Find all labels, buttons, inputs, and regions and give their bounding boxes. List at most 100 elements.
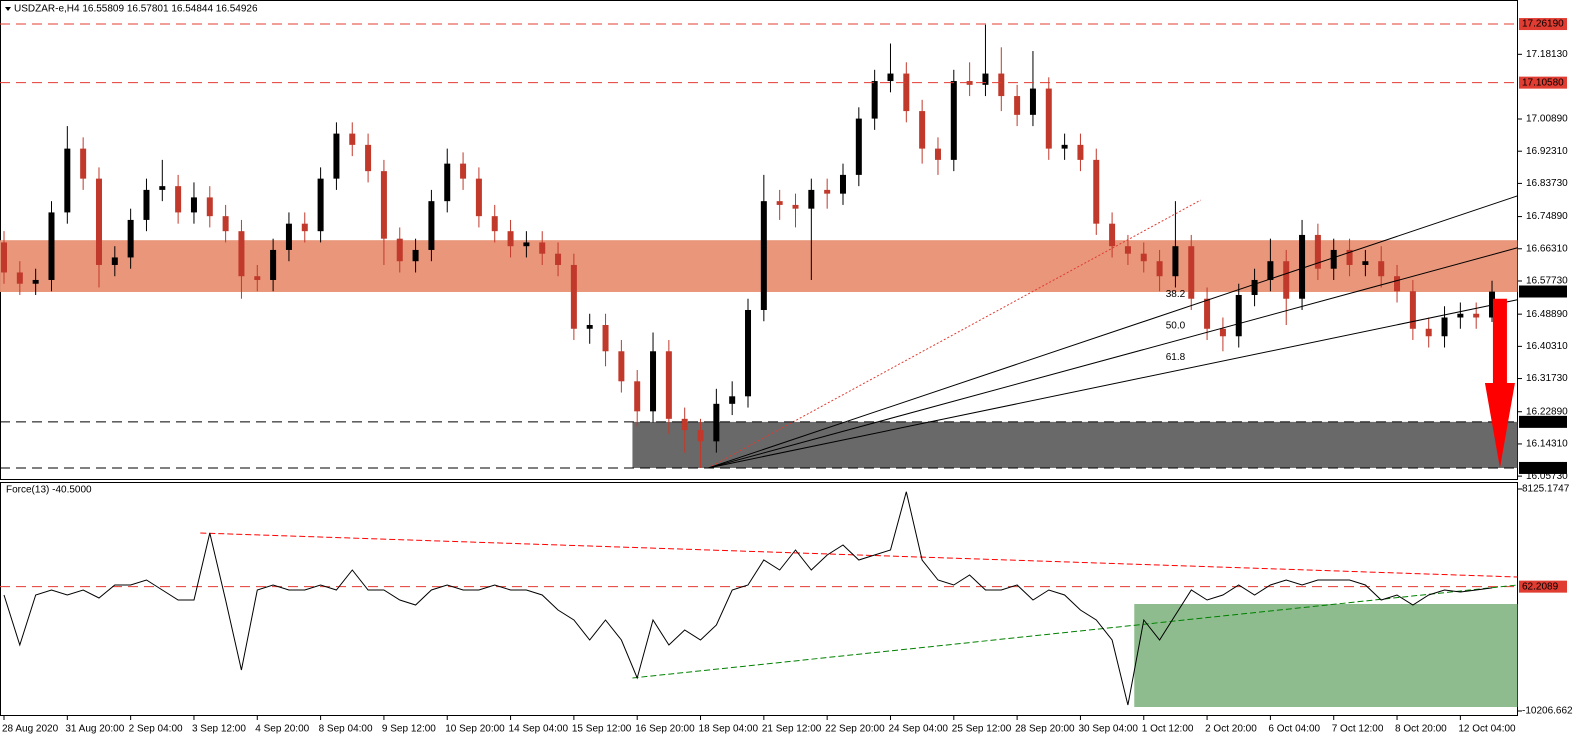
candle-body [1473,313,1480,318]
candle-body [1156,261,1163,277]
candle-body [95,178,102,265]
fan-line [708,299,1519,469]
candle-body [871,81,878,119]
candle-body [1124,246,1131,254]
x-tick-label: 3 Sep 12:00 [192,724,246,735]
candle-body [1093,159,1100,224]
candle-body [491,216,498,232]
price-tag-label: 62.2089 [1522,581,1559,592]
candle-body [792,204,799,209]
candle-body [190,197,197,213]
zone [632,421,1518,468]
candle-body [839,174,846,194]
x-tick-label: 21 Sep 12:00 [762,724,822,735]
candle-body [317,178,324,232]
candle-body [365,144,372,172]
candle-body [507,231,514,247]
candle-body [16,272,23,284]
main-frame [0,0,1518,480]
candle-body [1362,261,1369,265]
y-tick-label: 16.83730 [1526,178,1568,189]
x-tick-label: 16 Sep 20:00 [635,724,695,735]
price-tag [1519,18,1567,31]
price-tag-label: 16.54926 [1522,286,1564,297]
y-tick-label: 16.74890 [1526,211,1568,222]
indicator-title: Force(13) -40.5000 [6,485,92,496]
candle-body [982,73,989,85]
candle-body [919,111,926,149]
candle-body [681,418,688,431]
title-marker [5,7,11,11]
y-tick-label: 17.00890 [1526,114,1568,125]
candle-body [80,148,87,179]
price-tag-label: 16.07910 [1522,463,1564,474]
candle-body [1172,246,1179,277]
candle-body [1045,88,1052,149]
force-line [3,491,1493,706]
candle-body [48,212,55,280]
price-tag-label: 17.10580 [1522,77,1564,88]
x-tick-label: 2 Oct 20:00 [1205,724,1257,735]
chart-title: USDZAR-e,H4 16.55809 16.57801 16.54844 1… [14,4,258,15]
candle-body [270,249,277,280]
candle-body [159,186,166,190]
trendline [632,584,1518,679]
candle-body [1314,234,1321,269]
candle-body [111,257,118,265]
candle-body [1425,328,1432,337]
candle-body [1330,249,1337,269]
candle-body [1188,246,1195,299]
candle-body [998,73,1005,97]
candle-body [555,253,562,265]
candle-body [64,148,71,213]
candle-body [934,148,941,160]
x-tick-label: 9 Sep 12:00 [382,724,436,735]
indicator-frame [0,482,1518,716]
fan-label: 50.0 [1166,321,1186,332]
candle-body [380,171,387,239]
candle-body [634,381,641,412]
x-tick-label: 25 Sep 12:00 [952,724,1012,735]
candle-body [1,242,7,273]
x-tick-label: 15 Sep 12:00 [572,724,632,735]
candle-body [665,351,672,419]
candle-body [618,351,625,382]
candle-body [650,351,657,412]
candle-body [333,133,340,179]
candle-body [1378,261,1385,277]
x-tick-label: 30 Sep 04:00 [1078,724,1138,735]
y-tick-label: -10206.662 [1522,706,1573,717]
y-tick-label: 16.14310 [1526,439,1568,450]
candle-body [1204,298,1211,329]
candle-body [1109,223,1116,247]
candle-body [713,403,720,442]
x-tick-label: 14 Sep 04:00 [509,724,569,735]
fan-label: 61.8 [1166,352,1186,363]
candle-body [301,223,308,232]
candle-body [127,219,134,258]
price-tag [1519,76,1567,89]
x-tick-label: 18 Sep 04:00 [699,724,759,735]
candle-body [222,216,229,232]
y-tick-label: 16.31730 [1526,373,1568,384]
x-tick-label: 1 Oct 12:00 [1142,724,1194,735]
candle-body [349,133,356,145]
candle-body [586,325,593,329]
y-tick-label: 16.66310 [1526,243,1568,254]
x-tick-label: 22 Sep 20:00 [825,724,885,735]
fan-line [708,247,1519,469]
candle-body [1346,249,1353,265]
candle-body [412,249,419,262]
price-tag [1519,580,1567,593]
price-tag-label: 16.20190 [1522,417,1564,428]
candle-body [697,430,704,442]
candle-body [1409,291,1416,329]
x-tick-label: 8 Sep 04:00 [319,724,373,735]
y-tick-label: 17.18130 [1526,49,1568,60]
candle-body [396,238,403,262]
fan-line [708,195,1519,469]
candle-body [855,118,862,175]
candle-body [950,81,957,160]
y-tick-label: 16.48890 [1526,309,1568,320]
